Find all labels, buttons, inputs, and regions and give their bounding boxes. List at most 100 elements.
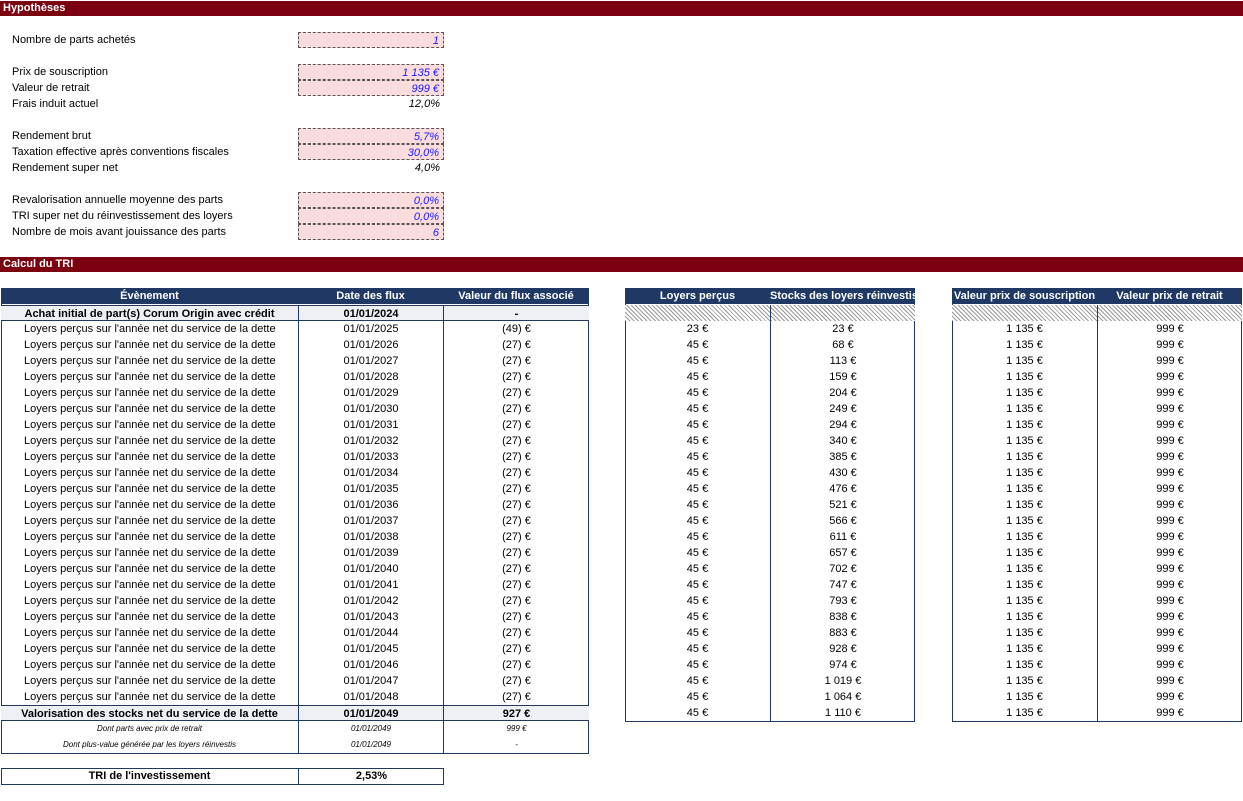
- table-cell: Loyers perçus sur l'année net du service…: [24, 403, 276, 415]
- table-cell: 999 €: [1097, 417, 1242, 433]
- table-cell: 521 €: [770, 497, 915, 513]
- table-border: [1, 768, 444, 785]
- table-cell: 1 135 €: [1006, 563, 1043, 575]
- hypothesis-value: 5,7%: [298, 128, 444, 144]
- table-cell: Loyers perçus sur l'année net du service…: [24, 371, 276, 383]
- hypothesis-label: Taxation effective après conventions fis…: [12, 146, 229, 158]
- table-cell: 999 €: [1097, 353, 1242, 369]
- table-cell: 01/01/2031: [298, 417, 443, 433]
- table-cell: 45 €: [686, 579, 709, 591]
- hypothesis-label: Rendement brut: [12, 130, 91, 142]
- table-cell: 1 019 €: [770, 673, 915, 689]
- table-cell: 999 €: [1097, 481, 1242, 497]
- table-cell: 999 €: [1097, 673, 1242, 689]
- table-cell: 01/01/2029: [298, 385, 443, 401]
- table-cell: (27) €: [443, 561, 589, 577]
- table-cell: 01/01/2032: [298, 433, 443, 449]
- table-cell: 01/01/2049: [298, 737, 443, 753]
- table-header: Valeur prix de retrait: [1097, 288, 1242, 304]
- table-cell: 45 €: [686, 707, 709, 719]
- table-cell: 01/01/2040: [298, 561, 443, 577]
- table-cell: 45 €: [686, 659, 709, 671]
- table-cell: (27) €: [443, 369, 589, 385]
- table-cell: 01/01/2047: [298, 673, 443, 689]
- hypothesis-label: Frais induit actuel: [12, 98, 99, 110]
- table-cell: 159 €: [770, 369, 915, 385]
- table-cell: Loyers perçus sur l'année net du service…: [24, 531, 276, 543]
- hypothesis-label: Nombre de mois avant jouissance des part…: [12, 226, 226, 238]
- table-cell: Loyers perçus sur l'année net du service…: [24, 323, 276, 335]
- table-cell: 927 €: [443, 705, 589, 721]
- table-cell: (27) €: [443, 433, 589, 449]
- table-cell: 999 €: [1097, 465, 1242, 481]
- table-cell: 01/01/2028: [298, 369, 443, 385]
- section-header: Hypothèses: [0, 1, 1243, 16]
- table-cell: (27) €: [443, 609, 589, 625]
- table-cell: 01/01/2034: [298, 465, 443, 481]
- table-cell: (27) €: [443, 593, 589, 609]
- table-cell: Loyers perçus sur l'année net du service…: [24, 611, 276, 623]
- table-cell: (27) €: [443, 529, 589, 545]
- table-cell: 45 €: [686, 643, 709, 655]
- table-cell: 01/01/2026: [298, 337, 443, 353]
- table-cell: 999 €: [1097, 529, 1242, 545]
- hypothesis-value: 999 €: [298, 80, 444, 96]
- table-cell: (27) €: [443, 689, 589, 705]
- table-cell: 45 €: [686, 611, 709, 623]
- table-cell: 23 €: [770, 321, 915, 337]
- table-cell: 430 €: [770, 465, 915, 481]
- table-cell: 45 €: [686, 531, 709, 543]
- table-cell: 01/01/2048: [298, 689, 443, 705]
- table-header: Valeur prix de souscription: [952, 288, 1097, 304]
- hatched-cell: [952, 305, 1097, 321]
- table-cell: 45 €: [686, 595, 709, 607]
- table-cell: Loyers perçus sur l'année net du service…: [24, 515, 276, 527]
- table-cell: (27) €: [443, 641, 589, 657]
- table-cell: (27) €: [443, 545, 589, 561]
- table-cell: 45 €: [686, 403, 709, 415]
- table-cell: 45 €: [686, 419, 709, 431]
- table-cell: 45 €: [686, 435, 709, 447]
- table-cell: 01/01/2030: [298, 401, 443, 417]
- table-cell: 23 €: [686, 323, 709, 335]
- table-cell: (27) €: [443, 449, 589, 465]
- table-cell: 1 135 €: [1006, 483, 1043, 495]
- table-cell: 01/01/2039: [298, 545, 443, 561]
- table-cell: 999 €: [1097, 337, 1242, 353]
- table-cell: Loyers perçus sur l'année net du service…: [24, 419, 276, 431]
- table-cell: 999 €: [1097, 433, 1242, 449]
- table-cell: 340 €: [770, 433, 915, 449]
- table-cell: Loyers perçus sur l'année net du service…: [24, 387, 276, 399]
- table-header: Date des flux: [298, 288, 443, 304]
- table-cell: (27) €: [443, 481, 589, 497]
- table-cell: 01/01/2045: [298, 641, 443, 657]
- table-cell: -: [443, 737, 589, 753]
- table-cell: 45 €: [686, 691, 709, 703]
- table-cell: 657 €: [770, 545, 915, 561]
- table-cell: 999 €: [1097, 609, 1242, 625]
- table-cell: 1 135 €: [1006, 323, 1043, 335]
- table-cell: Loyers perçus sur l'année net du service…: [24, 579, 276, 591]
- result-value: 2,53%: [298, 768, 444, 784]
- table-cell: 01/01/2036: [298, 497, 443, 513]
- table-header: Valeur du flux associé: [443, 288, 589, 304]
- table-cell: 1 135 €: [1006, 499, 1043, 511]
- table-cell: 1 064 €: [770, 689, 915, 705]
- hypothesis-label: Revalorisation annuelle moyenne des part…: [12, 194, 223, 206]
- table-cell: 45 €: [686, 355, 709, 367]
- table-cell: 1 135 €: [1006, 371, 1043, 383]
- table-cell: -: [443, 305, 589, 321]
- table-cell: 45 €: [686, 467, 709, 479]
- table-cell: 1 110 €: [770, 705, 915, 721]
- table-cell: 999 €: [1097, 545, 1242, 561]
- table-cell: 1 135 €: [1006, 707, 1043, 719]
- table-cell: 1 135 €: [1006, 627, 1043, 639]
- table-cell: 611 €: [770, 529, 915, 545]
- table-cell: 476 €: [770, 481, 915, 497]
- table-cell: 1 135 €: [1006, 451, 1043, 463]
- table-cell: 747 €: [770, 577, 915, 593]
- table-cell: 999 €: [1097, 513, 1242, 529]
- section-header: Calcul du TRI: [0, 257, 1243, 272]
- table-cell: 01/01/2024: [298, 305, 443, 321]
